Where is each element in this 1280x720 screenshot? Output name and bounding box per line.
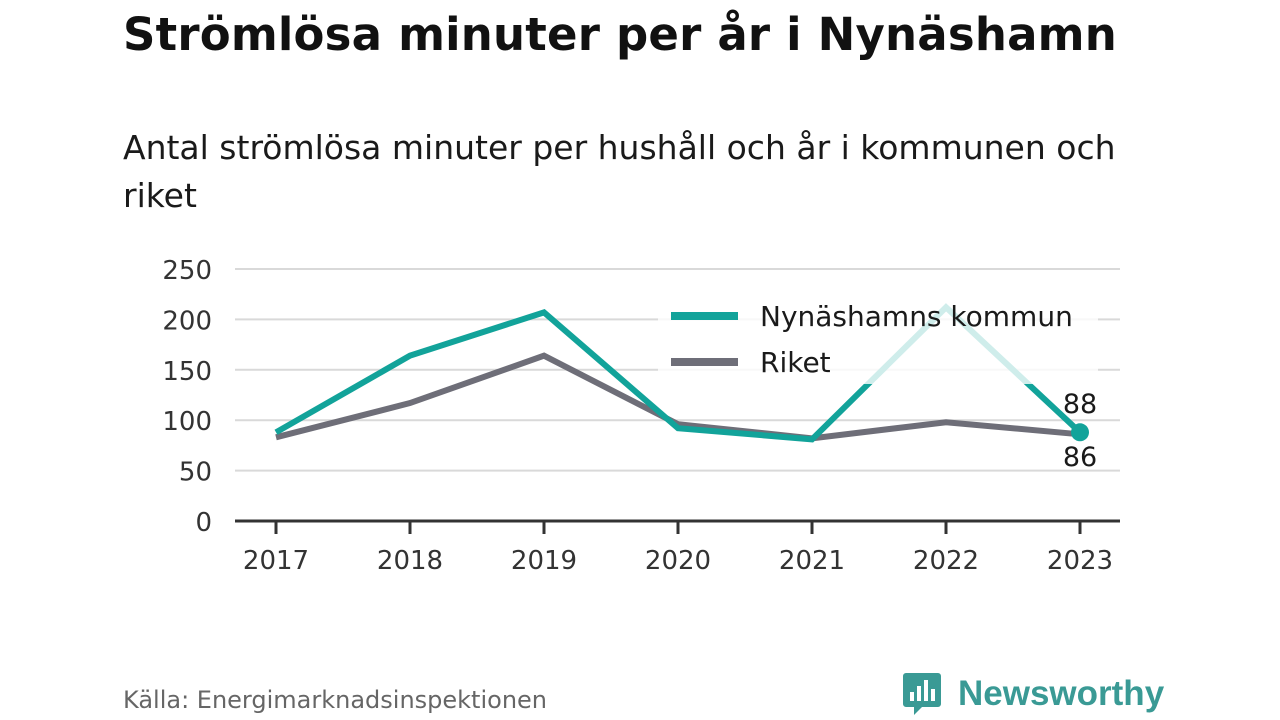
legend-label-riket: Riket [760,346,831,379]
x-tick-label: 2022 [913,546,979,576]
legend-label-kommun: Nynäshamns kommun [760,300,1073,333]
y-tick-label: 100 [162,407,212,437]
brand-name: Newsworthy [958,674,1165,713]
data-label-riket: 86 [1063,442,1097,473]
x-tick-label: 2023 [1047,546,1113,576]
y-tick-label: 200 [162,306,212,336]
y-tick-label: 250 [162,256,212,286]
y-tick-label: 50 [179,458,212,488]
x-tick-label: 2021 [779,546,845,576]
end-point-marker [1071,423,1089,442]
x-tick-label: 2018 [377,546,443,576]
chart-title: Strömlösa minuter per år i Nynäshamn [123,8,1117,61]
chart-subtitle: Antal strömlösa minuter per hushåll och … [123,128,1116,215]
x-tick-label: 2019 [511,546,577,576]
y-tick-label: 150 [162,357,212,387]
source-note: Källa: Energimarknadsinspektionen [123,686,548,714]
x-tick-label: 2020 [645,546,711,576]
data-label-kommun: 88 [1063,389,1097,420]
bar-chart-bubble-icon [903,673,941,715]
series-line-riket [275,352,1081,442]
x-tick-label: 2017 [243,546,309,576]
legend-backdrop [658,292,1098,384]
y-tick-label: 0 [195,508,212,538]
newsworthy-logo: Newsworthy [902,670,1164,718]
